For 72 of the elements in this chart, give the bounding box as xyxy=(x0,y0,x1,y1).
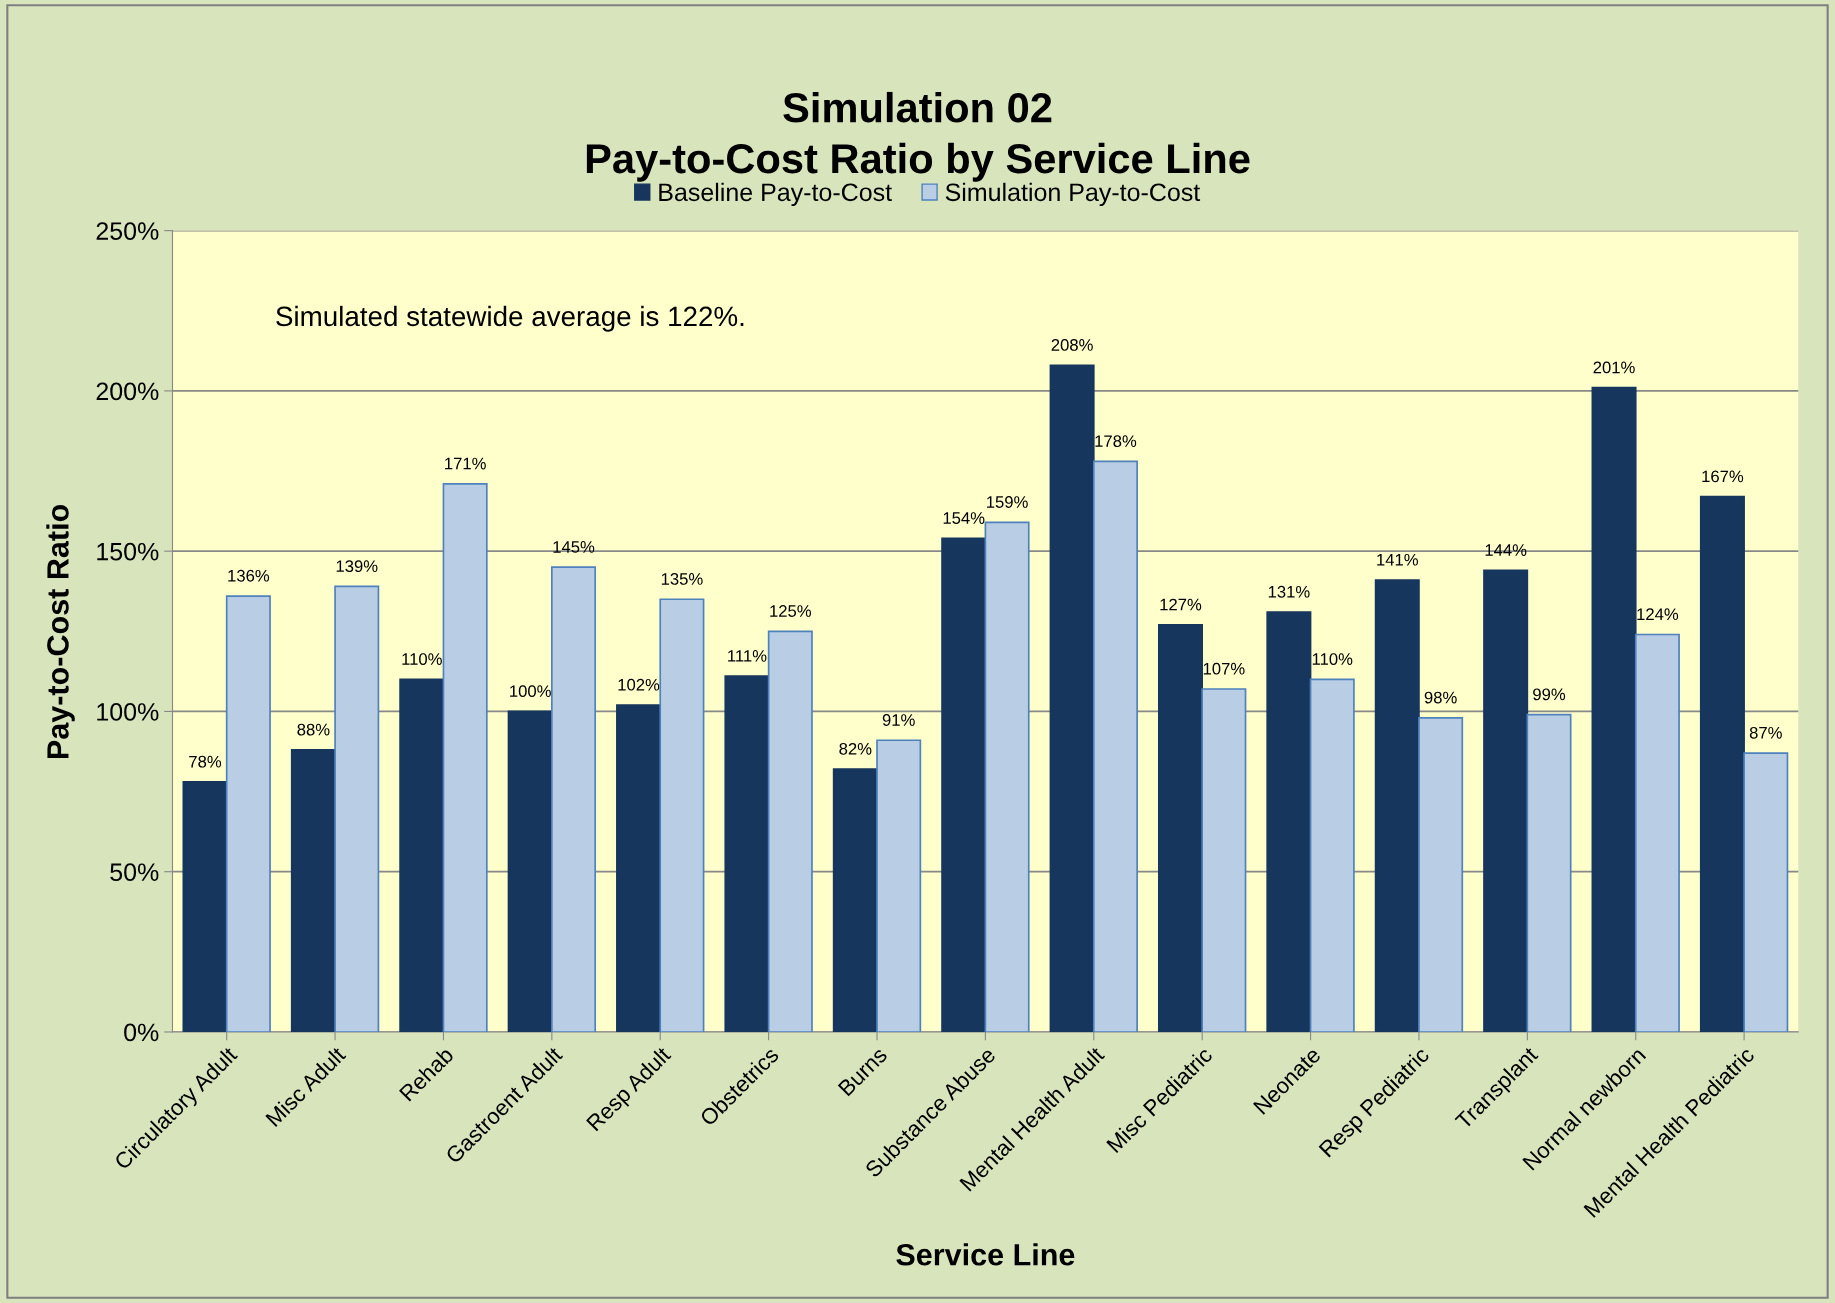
bar xyxy=(507,710,553,1032)
bar xyxy=(442,483,488,1032)
bar xyxy=(724,675,770,1032)
x-axis-title: Service Line xyxy=(896,1243,1075,1266)
y-tick-label: 100% xyxy=(97,703,159,721)
bar xyxy=(1309,678,1355,1032)
bar xyxy=(1743,752,1789,1032)
data-label: 171% xyxy=(445,457,486,470)
bar xyxy=(832,768,878,1032)
bar xyxy=(1049,364,1095,1032)
data-label: 145% xyxy=(553,541,595,553)
bar xyxy=(659,598,705,1032)
bar xyxy=(1418,717,1464,1032)
data-label: 167% xyxy=(1702,470,1744,483)
data-label: 87% xyxy=(1749,726,1782,739)
data-label: 178% xyxy=(1095,435,1137,448)
bar xyxy=(334,585,380,1032)
data-label: 125% xyxy=(770,605,812,617)
bar xyxy=(1634,633,1680,1032)
bar xyxy=(1201,688,1247,1032)
data-label: 139% xyxy=(336,560,378,573)
legend-label: Simulation Pay-to-Cost xyxy=(945,182,1201,207)
bar xyxy=(1092,460,1138,1032)
data-label: 131% xyxy=(1268,585,1310,598)
bar xyxy=(767,630,813,1032)
bar xyxy=(182,781,228,1032)
data-label: 144% xyxy=(1485,544,1527,556)
data-label: 159% xyxy=(987,496,1028,508)
data-label: 141% xyxy=(1377,553,1418,566)
bar xyxy=(1591,386,1637,1032)
bar xyxy=(225,595,271,1032)
data-label: 78% xyxy=(189,755,222,768)
data-label: 201% xyxy=(1593,361,1635,374)
chart-title: Simulation 02 Pay-to-Cost Ratio by Service Line xyxy=(586,91,1250,182)
data-label: 110% xyxy=(1312,653,1353,665)
data-label: 88% xyxy=(297,723,330,736)
bar xyxy=(1374,579,1420,1032)
bar xyxy=(1157,624,1204,1032)
annotation: Simulated statewide average is 122%. xyxy=(276,305,744,332)
y-tick-label: 150% xyxy=(97,542,159,561)
data-label: 110% xyxy=(402,653,442,665)
bar xyxy=(1699,495,1745,1032)
data-label: 127% xyxy=(1160,598,1202,611)
data-label: 136% xyxy=(228,569,270,582)
data-label: 111% xyxy=(728,650,767,662)
data-label: 82% xyxy=(839,742,872,755)
data-label: 154% xyxy=(943,512,985,524)
bar xyxy=(1266,611,1312,1032)
bar xyxy=(876,739,922,1032)
bar xyxy=(551,566,597,1032)
y-tick-label: 0% xyxy=(124,1023,159,1042)
y-tick-label: 50% xyxy=(110,863,159,882)
data-label: 208% xyxy=(1051,339,1093,351)
data-label: 99% xyxy=(1533,688,1566,701)
bar xyxy=(941,537,987,1032)
data-label: 100% xyxy=(510,685,551,698)
bar xyxy=(616,704,662,1032)
y-axis-title: Pay-to-Cost Ratio xyxy=(46,504,75,759)
legend-label: Baseline Pay-to-Cost xyxy=(659,182,892,207)
data-label: 102% xyxy=(618,678,660,691)
data-label: 124% xyxy=(1637,608,1679,621)
bar xyxy=(1526,713,1572,1032)
bar xyxy=(1483,569,1529,1032)
bar xyxy=(399,678,445,1032)
data-label: 91% xyxy=(882,714,915,726)
data-label: 135% xyxy=(661,573,703,585)
y-tick-label: 200% xyxy=(96,382,159,401)
y-tick-label: 250% xyxy=(96,222,159,240)
bar xyxy=(290,749,336,1032)
data-label: 107% xyxy=(1203,662,1245,675)
bar xyxy=(984,521,1030,1032)
data-label: 98% xyxy=(1424,691,1457,704)
